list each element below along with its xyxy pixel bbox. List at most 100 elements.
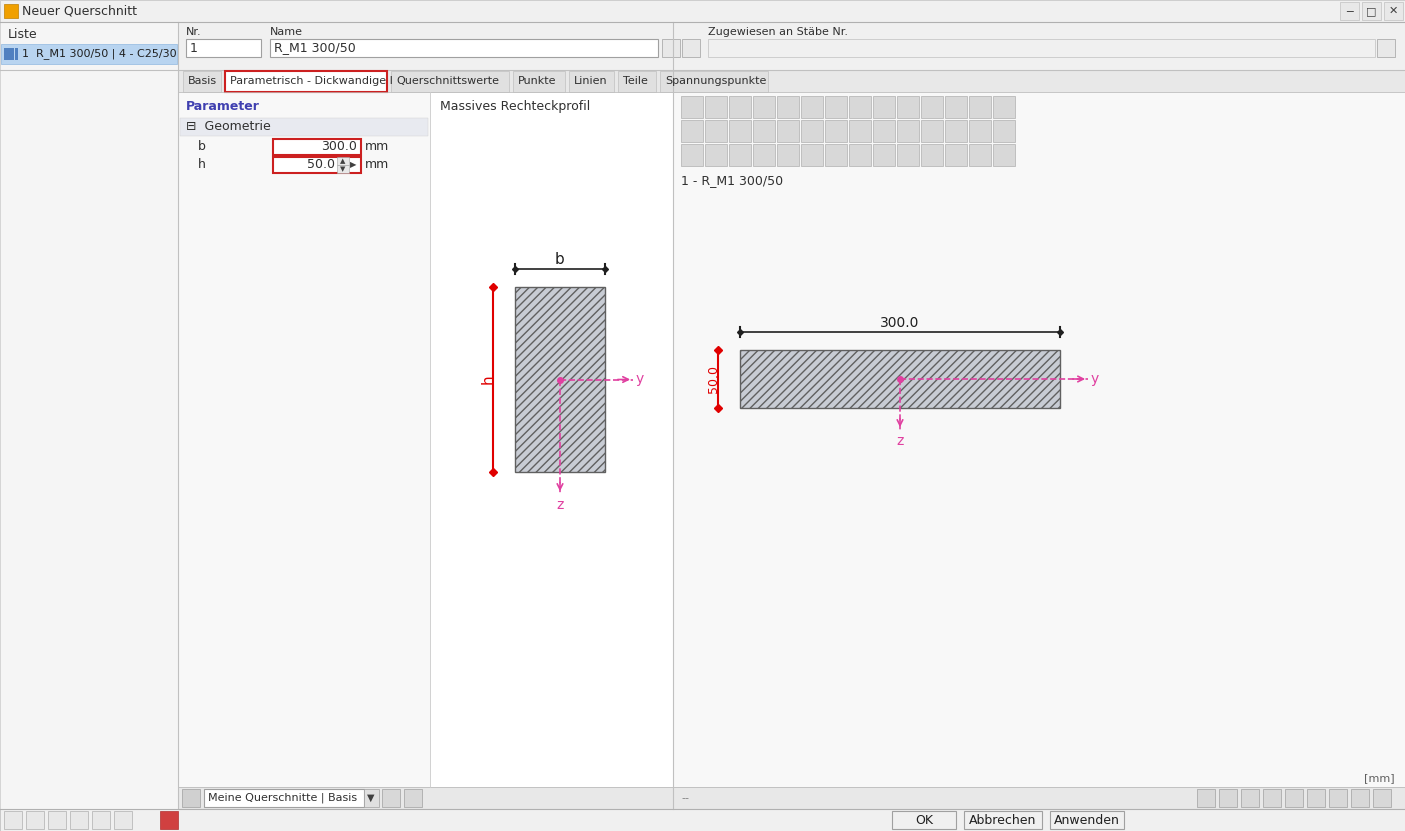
Bar [705,144,726,166]
Text: 1 - R_M1 300/50: 1 - R_M1 300/50 [681,174,783,187]
Text: Neuer Querschnitt: Neuer Querschnitt [22,4,138,17]
Bar [48,811,66,829]
Text: Nr.: Nr. [185,27,202,37]
Text: ▶: ▶ [350,160,357,170]
Bar [753,144,776,166]
Bar [825,120,847,142]
Bar [705,120,726,142]
Bar [969,144,991,166]
Bar [753,96,776,118]
Bar [204,789,364,807]
Text: Name: Name [270,27,303,37]
Text: 50.0: 50.0 [707,365,719,393]
Bar [896,144,919,166]
Text: b: b [555,252,565,267]
Text: Spannungspunkte: Spannungspunkte [665,76,766,86]
Bar [0,22,178,809]
Text: --: -- [681,793,688,803]
Text: y: y [636,372,645,386]
Bar [1307,789,1325,807]
Bar [753,120,776,142]
Bar [946,120,967,142]
Bar [364,789,379,807]
Bar [180,118,429,136]
Bar [273,139,361,155]
Text: Basis: Basis [188,76,218,86]
Bar [825,96,847,118]
Bar [178,70,1405,92]
Bar [662,39,680,57]
Bar [183,789,200,807]
Text: 50.0: 50.0 [308,159,334,171]
Bar [849,120,871,142]
Bar [382,789,400,807]
Text: h: h [481,375,496,384]
Bar [873,144,895,166]
Text: Teile: Teile [622,76,648,86]
Text: ✕: ✕ [1388,6,1398,16]
Bar [993,144,1014,166]
Text: 300.0: 300.0 [881,316,920,330]
Bar [337,165,348,173]
Bar [391,71,509,92]
Bar [801,120,823,142]
Bar [922,120,943,142]
Bar [922,144,943,166]
Bar [1050,811,1124,829]
Bar [777,144,799,166]
Bar [801,96,823,118]
Bar [849,96,871,118]
Bar [4,48,14,60]
Bar [740,350,1059,408]
Text: ─: ─ [1346,6,1353,16]
Bar [15,48,18,60]
Bar [4,4,18,18]
Text: Parametrisch - Dickwandige I: Parametrisch - Dickwandige I [230,76,393,86]
Bar [922,96,943,118]
Text: 300.0: 300.0 [322,140,357,154]
Bar [801,144,823,166]
Bar [1241,789,1259,807]
Text: [mm]: [mm] [1364,773,1395,783]
Bar [681,144,702,166]
Bar [1,44,177,64]
Bar [681,120,702,142]
Bar [0,809,1405,831]
Bar [91,811,110,829]
Bar [1352,789,1368,807]
Bar [516,287,606,472]
Text: Massives Rechteckprofil: Massives Rechteckprofil [440,100,590,113]
Text: z: z [896,434,903,448]
Text: mm: mm [365,159,389,171]
Text: Abbrechen: Abbrechen [969,814,1037,827]
Bar [964,811,1043,829]
Text: 1  R_M1 300/50 | 4 - C25/30: 1 R_M1 300/50 | 4 - C25/30 [22,48,177,60]
Bar [618,71,656,92]
Bar [1286,789,1302,807]
Text: Querschnittswerte: Querschnittswerte [396,76,499,86]
Text: Liste: Liste [8,28,38,41]
Bar [708,39,1375,57]
Text: Meine Querschnitte | Basis: Meine Querschnitte | Basis [208,793,357,804]
Bar [1384,2,1404,20]
Bar [1197,789,1215,807]
Bar [273,157,361,173]
Bar [993,120,1014,142]
Bar [681,96,702,118]
Text: Punkte: Punkte [518,76,556,86]
Bar [777,96,799,118]
Bar [729,120,752,142]
Bar [405,789,422,807]
Bar [729,144,752,166]
Bar [969,120,991,142]
Bar [27,811,44,829]
Bar [178,22,1405,70]
Bar [849,144,871,166]
Text: R_M1 300/50: R_M1 300/50 [274,42,355,55]
Bar [1373,789,1391,807]
Text: Linien: Linien [575,76,607,86]
Bar [430,92,673,787]
Bar [777,120,799,142]
Bar [1377,39,1395,57]
Bar [660,71,769,92]
